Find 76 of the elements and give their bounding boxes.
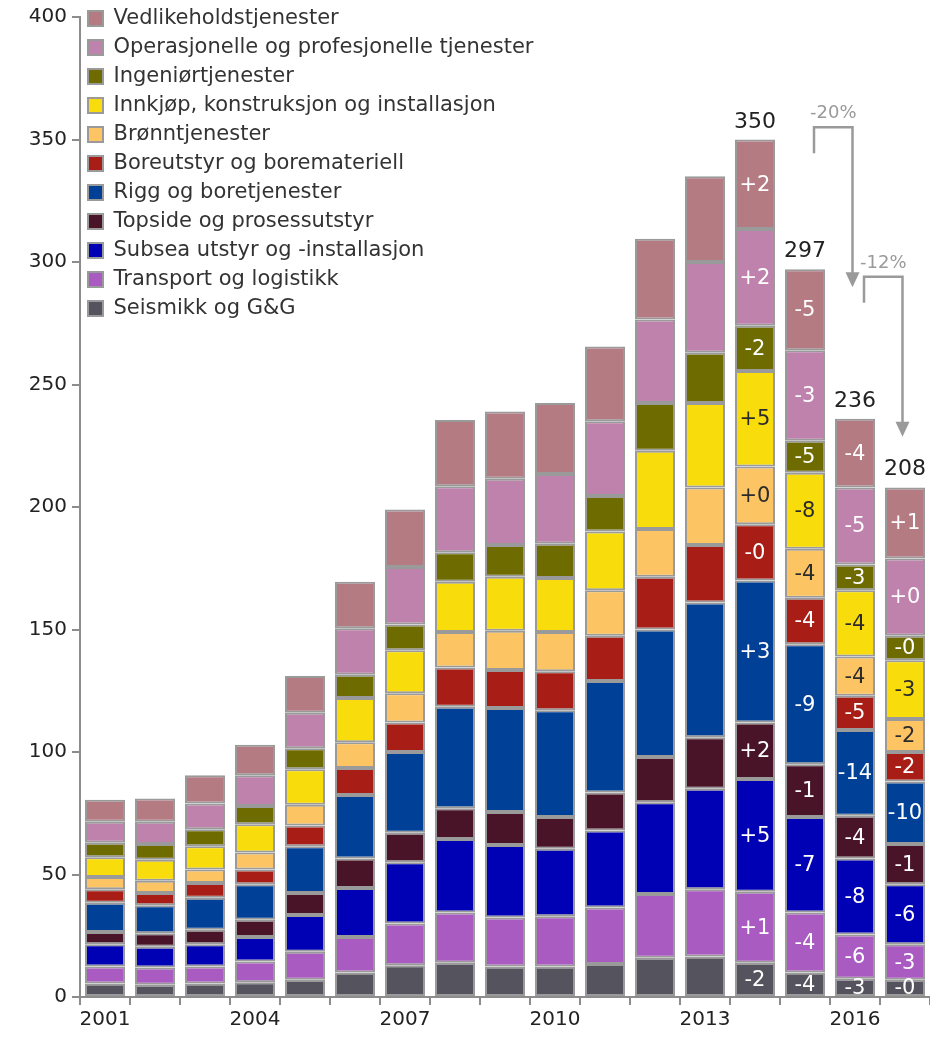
annotation: -5 [844, 513, 866, 538]
annotation: -4 [794, 560, 816, 585]
x-tick-label: 2013 [679, 1006, 731, 1031]
total-label: 236 [834, 386, 876, 412]
y-tick-label: 200 [28, 493, 67, 518]
y-tick-label: 100 [28, 738, 67, 763]
annotation: -1 [794, 778, 816, 803]
annotation: +0 [889, 584, 921, 609]
annotation: -5 [844, 700, 866, 725]
legend-label: Innkjøp, konstruksjon og installasjon [113, 91, 496, 116]
annotation: -4 [844, 663, 866, 688]
legend-label: Ingeniørtjenester [113, 62, 295, 87]
legend-label: Subsea utstyr og -installasjon [113, 236, 425, 261]
annotation: +1 [889, 510, 921, 535]
annotation: +1 [739, 914, 771, 939]
annotation: +2 [739, 171, 771, 196]
y-tick-label: 150 [28, 615, 67, 640]
annotation: +2 [739, 738, 771, 763]
annotation: -4 [844, 824, 866, 849]
y-tick-label: 350 [28, 125, 67, 150]
annotation: -8 [844, 884, 866, 908]
legend-label: Seismikk og G&G [113, 294, 296, 319]
annotation: -2 [894, 754, 916, 779]
annotation: -0 [744, 539, 766, 564]
annotation: -4 [794, 608, 816, 633]
annotation: -0 [894, 635, 916, 660]
annotation: -9 [794, 691, 816, 716]
annotation: -6 [844, 944, 866, 969]
annotation: +0 [739, 482, 771, 507]
annotation: -3 [844, 564, 866, 589]
annotation: -10 [887, 800, 923, 825]
annotation: -5 [794, 444, 816, 469]
annotation: -5 [794, 297, 816, 322]
total-label: 297 [784, 237, 826, 263]
annotation: -2 [744, 335, 766, 360]
annotation: -8 [794, 498, 816, 523]
annotation: +2 [739, 264, 771, 289]
y-tick-label: 250 [28, 370, 67, 395]
legend-label: Brønntjenester [113, 120, 271, 145]
x-tick-label: 2016 [829, 1006, 881, 1031]
legend-label: Vedlikeholdstjenester [113, 4, 340, 29]
annotation: -4 [794, 929, 816, 954]
y-tick-label: 300 [28, 248, 67, 273]
annotation: -2 [744, 966, 766, 991]
annotation: +3 [739, 639, 771, 663]
x-tick-label: 2001 [79, 1006, 131, 1031]
annotation: +5 [739, 822, 771, 847]
annotation: -14 [837, 760, 873, 785]
annotation: -3 [894, 676, 916, 701]
legend-label: Transport og logistikk [112, 265, 340, 290]
annotation: -12% [859, 250, 907, 272]
annotation: -0 [894, 975, 916, 1000]
legend-label: Operasjonelle og profesjonelle tjenester [113, 33, 534, 58]
x-tick-label: 2010 [529, 1006, 581, 1031]
legend-label: Topside og prosessutstyr [112, 207, 374, 232]
annotation: -4 [844, 610, 866, 635]
x-tick-label: 2004 [229, 1006, 281, 1031]
total-label: 350 [734, 107, 776, 133]
annotation: -3 [844, 974, 866, 999]
annotation: -1 [894, 851, 916, 876]
annotation: -20% [809, 101, 857, 123]
x-tick-label: 2007 [379, 1006, 431, 1031]
annotation: +5 [739, 406, 771, 431]
y-tick-label: 0 [54, 983, 67, 1008]
annotation: -4 [794, 971, 816, 996]
y-tick-label: 400 [28, 3, 67, 28]
annotation: -2 [894, 722, 916, 747]
annotation: -7 [794, 852, 816, 877]
annotation: -6 [894, 901, 916, 926]
legend-label: Rigg og boretjenester [113, 178, 342, 203]
annotation: -3 [794, 382, 816, 407]
total-label: 208 [884, 455, 926, 481]
annotation: -4 [844, 440, 866, 465]
y-tick-label: 50 [41, 860, 67, 885]
legend-label: Boreutstyr og boremateriell [113, 149, 404, 174]
annotation: -3 [894, 949, 916, 974]
